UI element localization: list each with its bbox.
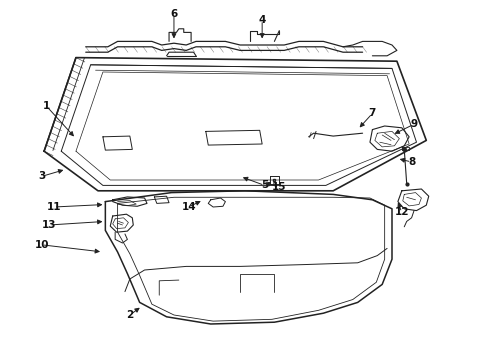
Text: 5: 5 <box>261 180 268 190</box>
Text: 13: 13 <box>42 220 56 230</box>
Text: 15: 15 <box>272 182 287 192</box>
Text: 4: 4 <box>258 15 266 25</box>
Text: 7: 7 <box>368 108 376 118</box>
Text: 2: 2 <box>126 310 133 320</box>
Text: 10: 10 <box>34 240 49 250</box>
Text: 8: 8 <box>408 157 415 167</box>
Text: 14: 14 <box>181 202 196 212</box>
Text: 1: 1 <box>43 101 50 111</box>
Text: 12: 12 <box>394 207 409 217</box>
Text: 11: 11 <box>47 202 61 212</box>
Text: 6: 6 <box>171 9 177 19</box>
Text: 3: 3 <box>38 171 45 181</box>
Text: 9: 9 <box>411 119 417 129</box>
